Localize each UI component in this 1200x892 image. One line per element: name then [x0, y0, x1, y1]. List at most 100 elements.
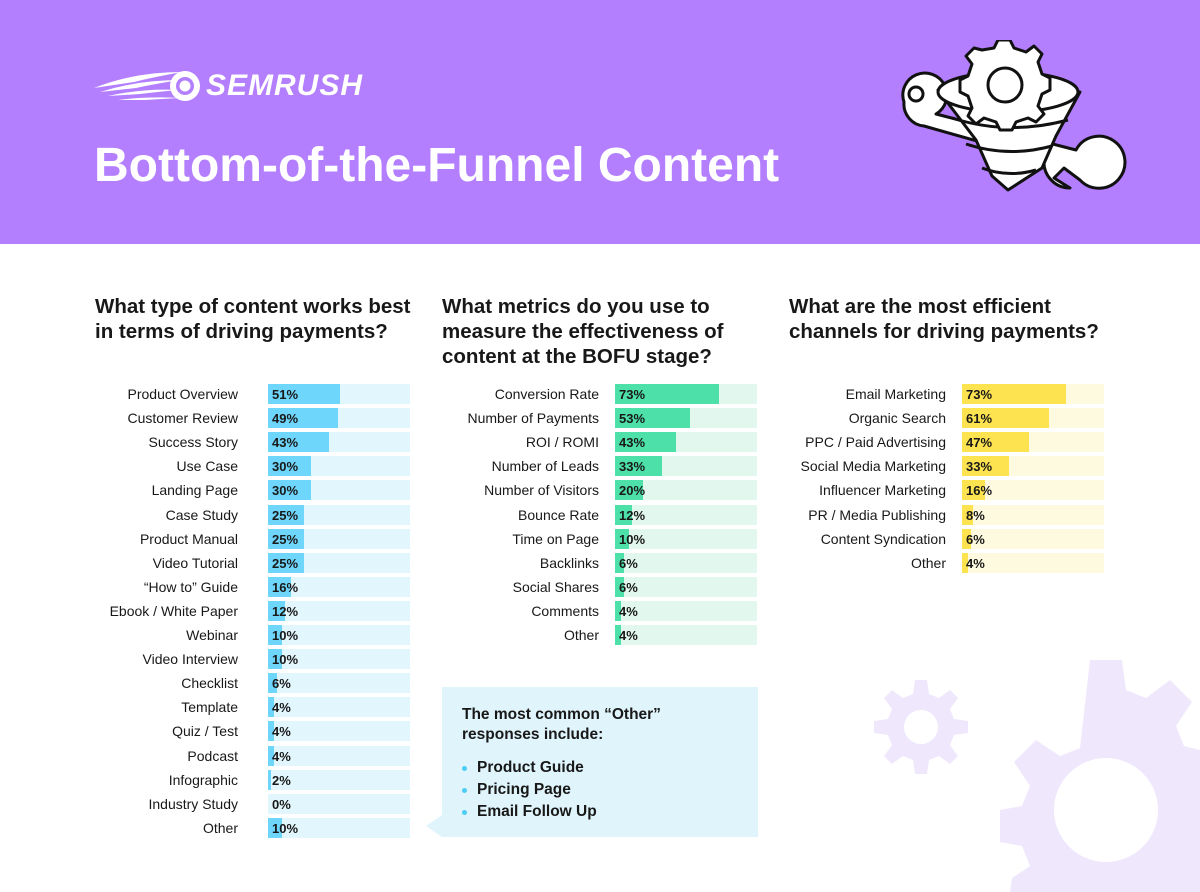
bar-track: 12% — [615, 504, 757, 525]
other-responses-callout: The most common “Other” responses includ… — [442, 687, 758, 837]
bar-fill — [962, 552, 968, 573]
bar-row: Other 4% — [789, 552, 1104, 573]
bar-value-label: 33% — [966, 459, 993, 475]
semrush-comet-icon — [94, 71, 200, 101]
callout-item: Product Guide — [462, 757, 597, 779]
bar-track: 6% — [962, 528, 1104, 549]
bar-value-label: 51% — [272, 387, 299, 402]
bar-value-label: 49% — [272, 411, 299, 427]
bar-row: Backlinks 6% — [442, 552, 757, 573]
bar-value-label: 25% — [272, 555, 299, 571]
bar-track: 4% — [268, 745, 410, 766]
bar-track: 25% — [268, 504, 410, 525]
bar-value-label: 43% — [619, 435, 646, 451]
bar-value-label: 10% — [619, 531, 646, 547]
bar-fill — [962, 480, 985, 501]
bar-row: Video Interview 10% — [95, 649, 410, 670]
bar-row: PPC / Paid Advertising 47% — [789, 432, 1104, 453]
bar-row: Email Marketing 73% — [789, 384, 1104, 404]
bar-track: 6% — [615, 552, 757, 573]
bar-fill — [268, 432, 330, 453]
bar-value-label: 25% — [272, 531, 299, 547]
bar-value-label: 25% — [272, 507, 299, 523]
bar-fill — [268, 649, 283, 670]
bar-value-label: 10% — [272, 820, 299, 836]
bar-row: Infographic 2% — [95, 769, 410, 790]
bar-category-label: PPC / Paid Advertising — [805, 434, 946, 451]
bar-fill — [615, 576, 624, 597]
bar-row: ROI / ROMI 43% — [442, 432, 757, 453]
bar-row: Quiz / Test 4% — [95, 721, 410, 742]
bar-row: Product Manual 25% — [95, 528, 410, 549]
callout-item: Pricing Page — [462, 779, 597, 801]
bar-fill — [268, 528, 304, 549]
bar-category-label: Email Marketing — [845, 386, 946, 402]
bar-category-label: Organic Search — [848, 410, 946, 427]
bar-value-label: 30% — [272, 483, 299, 499]
bar-track: 20% — [615, 480, 757, 501]
bar-value-label: 12% — [272, 603, 299, 619]
bar-row: Number of Payments 53% — [442, 408, 757, 429]
bar-fill — [962, 432, 1029, 453]
bar-track: 4% — [962, 552, 1104, 573]
bar-value-label: 6% — [619, 555, 638, 571]
bar-track: 43% — [615, 432, 757, 453]
bar-row: Checklist 6% — [95, 673, 410, 694]
bar-value-label: 12% — [619, 507, 646, 523]
bar-category-label: Time on Page — [512, 530, 599, 547]
bar-category-label: Podcast — [187, 747, 238, 764]
bar-fill — [268, 552, 304, 573]
bar-fill — [615, 528, 630, 549]
page-title: Bottom-of-the-Funnel Content — [94, 139, 780, 192]
bar-value-label: 33% — [619, 459, 646, 475]
bar-category-label: Number of Leads — [491, 458, 599, 475]
bar-fill — [268, 504, 304, 525]
bar-value-label: 73% — [966, 387, 993, 402]
bar-row: Industry Study 0% — [95, 793, 410, 814]
bar-value-label: 4% — [272, 724, 291, 740]
bar-track: 47% — [962, 432, 1104, 453]
bar-fill — [615, 625, 621, 645]
bar-fill — [615, 600, 621, 621]
callout-item-label: Product Guide — [477, 759, 584, 776]
bar-fill — [268, 769, 271, 790]
bar-value-label: 47% — [966, 435, 993, 451]
metrics-chart-title: What metrics do you use to measure the e… — [442, 295, 724, 368]
bar-value-label: 4% — [272, 700, 291, 716]
bar-category-label: Social Media Marketing — [800, 458, 946, 475]
bar-value-label: 73% — [619, 387, 646, 402]
content-type-section: What type of content works best in terms… — [95, 294, 415, 838]
bar-track: 16% — [962, 480, 1104, 501]
bar-value-label: 2% — [272, 772, 291, 788]
bar-row: Landing Page 30% — [95, 480, 410, 501]
bar-value-label: 10% — [272, 652, 299, 668]
background-gears-icon — [874, 660, 1200, 892]
bar-track: 43% — [268, 432, 410, 453]
funnel-gear-wrench-illustration — [901, 40, 1127, 192]
bar-category-label: Other — [910, 554, 946, 571]
callout-pointer — [426, 815, 442, 837]
bar-row: Video Tutorial 25% — [95, 552, 410, 573]
bar-track: 4% — [268, 721, 410, 742]
bar-fill — [615, 384, 719, 404]
bar-row: Content Syndication 6% — [789, 528, 1104, 549]
bar-category-label: Product Manual — [139, 530, 238, 547]
bar-track: 33% — [615, 456, 757, 477]
bar-row: Success Story 43% — [95, 432, 410, 453]
bar-row: “How to” Guide 16% — [95, 576, 410, 597]
bar-category-label: Case Study — [165, 506, 238, 523]
bar-category-label: Content Syndication — [820, 530, 946, 547]
callout-item-label: Pricing Page — [477, 781, 571, 798]
bar-track: 2% — [268, 769, 410, 790]
bar-track: 4% — [268, 697, 410, 718]
bar-track: 8% — [962, 504, 1104, 525]
bar-category-label: Other — [202, 819, 238, 836]
bar-row: Social Media Marketing 33% — [789, 456, 1104, 477]
bar-track: 10% — [615, 528, 757, 549]
metrics-section: What metrics do you use to measure the e… — [442, 294, 762, 645]
bar-track: 0% — [268, 793, 410, 814]
bar-row: Other 10% — [95, 817, 410, 838]
bar-category-label: Landing Page — [151, 482, 238, 499]
bar-track: 25% — [268, 552, 410, 573]
bar-category-label: Bounce Rate — [518, 506, 599, 523]
